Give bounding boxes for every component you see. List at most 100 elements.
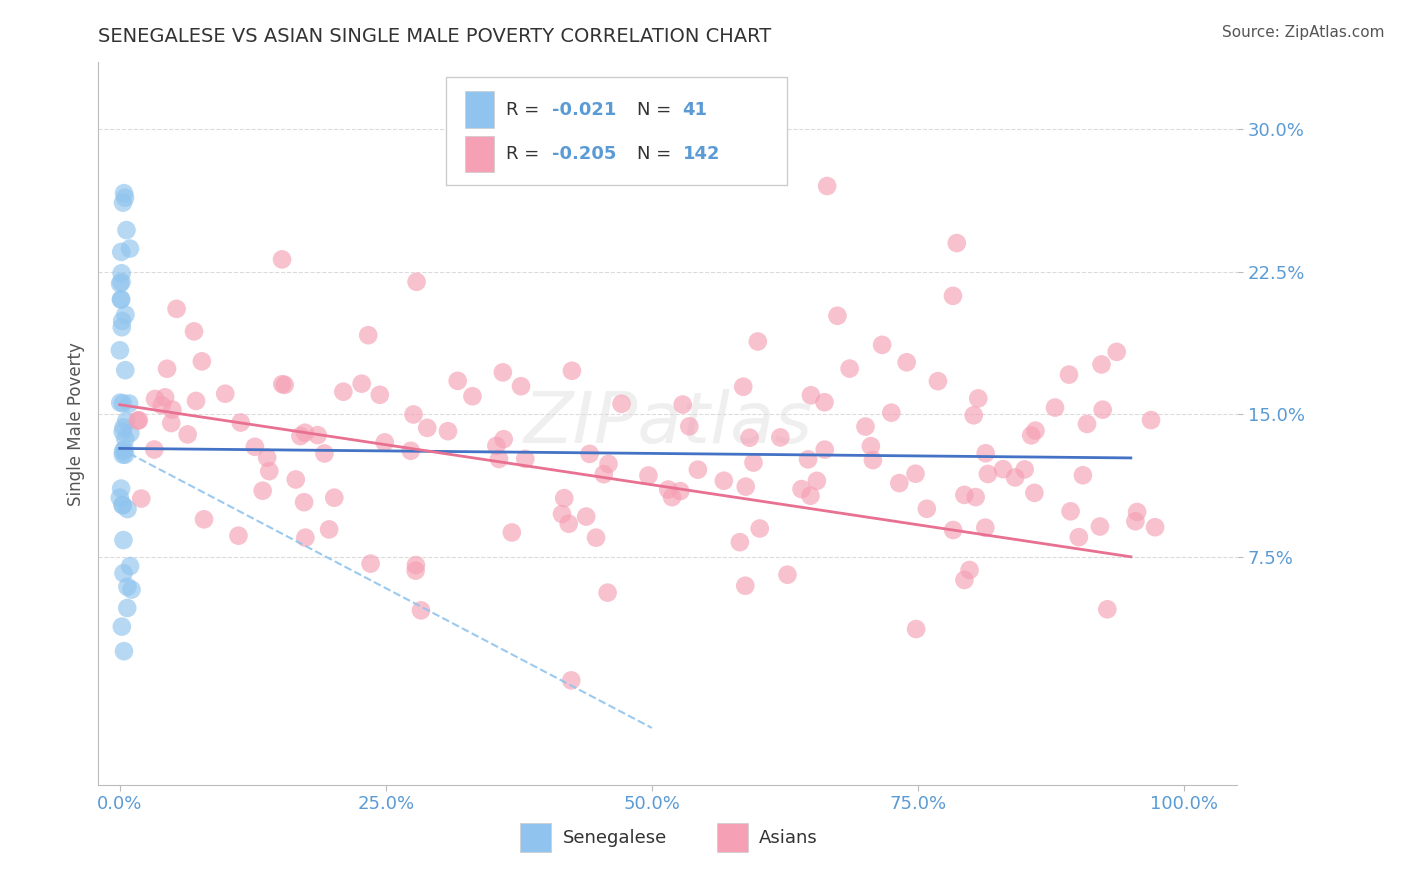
Point — [111, 425, 134, 439]
Point — [357, 328, 380, 343]
Point — [193, 512, 215, 526]
Point — [1090, 358, 1112, 372]
Text: 41: 41 — [683, 101, 707, 119]
Point — [815, 179, 838, 194]
Point — [575, 509, 598, 524]
Point — [120, 559, 142, 574]
Point — [111, 498, 134, 512]
Point — [112, 533, 135, 547]
Point — [742, 456, 765, 470]
Point — [273, 377, 295, 392]
Point — [114, 448, 136, 462]
Point — [738, 431, 761, 445]
Point — [806, 474, 828, 488]
Text: SENEGALESE VS ASIAN SINGLE MALE POVERTY CORRELATION CHART: SENEGALESE VS ASIAN SINGLE MALE POVERTY … — [98, 27, 772, 45]
Point — [827, 309, 849, 323]
Point — [114, 363, 136, 377]
Point — [1126, 505, 1149, 519]
Point — [977, 467, 1000, 481]
Point — [294, 425, 316, 440]
Point — [859, 439, 882, 453]
Point — [284, 473, 307, 487]
Point — [1057, 368, 1080, 382]
Bar — [465, 92, 494, 128]
Point — [111, 320, 134, 334]
Point — [959, 563, 981, 577]
Point — [166, 301, 188, 316]
Point — [112, 444, 135, 458]
Point — [686, 463, 709, 477]
Point — [229, 416, 252, 430]
Point — [855, 419, 877, 434]
Point — [259, 464, 281, 478]
Text: -0.021: -0.021 — [551, 101, 616, 119]
Point — [256, 450, 278, 465]
Point — [314, 446, 336, 460]
Point — [560, 673, 582, 688]
Point — [111, 619, 134, 633]
Point — [1014, 462, 1036, 476]
Point — [118, 396, 141, 410]
Point — [1125, 514, 1147, 528]
Point — [585, 531, 607, 545]
Point — [143, 442, 166, 457]
Point — [974, 521, 997, 535]
Point — [114, 191, 136, 205]
Point — [1043, 401, 1066, 415]
Point — [111, 195, 134, 210]
Point — [108, 277, 131, 291]
Point — [129, 491, 152, 506]
Point — [946, 235, 969, 250]
Point — [734, 480, 756, 494]
Point — [1024, 424, 1046, 438]
Point — [115, 414, 138, 428]
Point — [332, 384, 354, 399]
Point — [501, 525, 523, 540]
Point — [637, 468, 659, 483]
Point — [492, 365, 515, 379]
Point — [1071, 468, 1094, 483]
Point — [111, 498, 134, 512]
Point — [1019, 428, 1042, 442]
Text: R =: R = — [506, 101, 546, 119]
Point — [776, 567, 799, 582]
Point — [1004, 470, 1026, 484]
Point — [150, 398, 173, 412]
Point — [402, 408, 425, 422]
Point — [953, 573, 976, 587]
Point — [114, 432, 136, 446]
Point — [1140, 413, 1163, 427]
Point — [437, 424, 460, 438]
Point — [399, 443, 422, 458]
Text: Senegalese: Senegalese — [562, 829, 666, 847]
Point — [800, 388, 823, 402]
Text: Source: ZipAtlas.com: Source: ZipAtlas.com — [1222, 25, 1385, 40]
Point — [1088, 519, 1111, 533]
Point — [447, 374, 470, 388]
Point — [114, 442, 136, 457]
Point — [162, 402, 184, 417]
Point — [183, 325, 205, 339]
Point — [678, 419, 700, 434]
Point — [111, 396, 134, 410]
Point — [121, 582, 143, 597]
Point — [117, 502, 139, 516]
Point — [115, 601, 138, 615]
Point — [294, 531, 316, 545]
Point — [110, 292, 132, 306]
Point — [252, 483, 274, 498]
Point — [350, 376, 373, 391]
Point — [915, 501, 938, 516]
Point — [112, 644, 135, 658]
Point — [1024, 486, 1046, 500]
Point — [515, 451, 537, 466]
Point — [889, 476, 911, 491]
Point — [669, 484, 692, 499]
Point — [488, 452, 510, 467]
Point — [111, 448, 134, 462]
Point — [661, 490, 683, 504]
Point — [461, 389, 484, 403]
Point — [307, 428, 329, 442]
Point — [657, 483, 679, 497]
Point — [290, 429, 312, 443]
